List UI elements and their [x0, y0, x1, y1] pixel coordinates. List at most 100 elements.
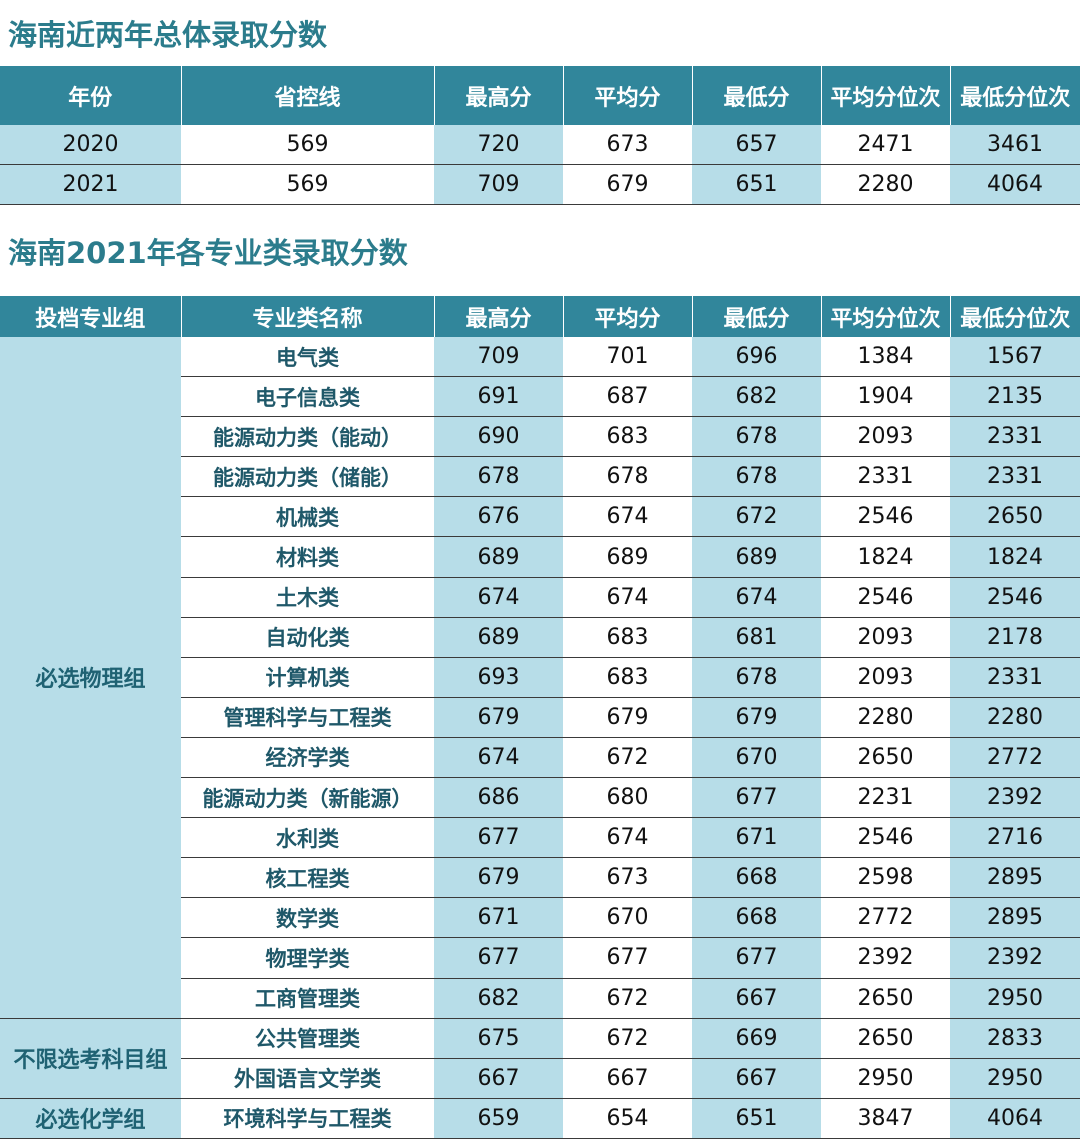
table-cell: 671	[434, 897, 563, 939]
group-name: 必选化学组	[0, 1098, 181, 1139]
table-cell: 675	[434, 1018, 563, 1059]
table-cell: 701	[563, 337, 692, 378]
table-cell: 1824	[821, 536, 950, 578]
table-row: 能源动力类（新能源） 686 680 677 2231 2392	[0, 777, 1080, 819]
table-cell: 670	[692, 737, 821, 779]
table-cell: 2546	[821, 817, 950, 859]
column-header: 省控线	[181, 66, 435, 125]
table-cell: 670	[563, 897, 692, 939]
section-title: 海南近两年总体录取分数	[8, 18, 328, 52]
table-row: 经济学类 674 672 670 2650 2772	[0, 737, 1080, 779]
group-name: 不限选考科目组	[0, 1018, 181, 1099]
table-cell: 678	[692, 416, 821, 458]
table-row: 管理科学与工程类 679 679 679 2280 2280	[0, 697, 1080, 738]
column-header: 最低分位次	[950, 296, 1080, 337]
table-cell: 689	[692, 536, 821, 578]
table-cell: 672	[563, 978, 692, 1019]
table-cell: 1384	[821, 337, 950, 378]
table-cell: 2650	[821, 737, 950, 779]
column-header: 最低分位次	[950, 66, 1080, 125]
table-cell: 678	[563, 456, 692, 498]
table-cell: 2950	[821, 1058, 950, 1099]
table-cell: 679	[692, 697, 821, 738]
table-cell: 2280	[821, 697, 950, 738]
column-header: 最低分	[692, 296, 822, 337]
table-cell: 2546	[821, 496, 950, 538]
table-row: 必选物理组 电气类 709 701 696 1384 1567	[0, 337, 1080, 1019]
major-name: 核工程类	[181, 857, 434, 899]
major-name: 管理科学与工程类	[181, 697, 434, 738]
table-cell: 674	[563, 817, 692, 859]
table-cell: 720	[434, 125, 563, 165]
table-row: 数学类 671 670 668 2772 2895	[0, 897, 1080, 939]
table-row: 2020 569 720 673 657 2471 3461	[0, 125, 1080, 165]
table-cell: 673	[563, 857, 692, 899]
table-cell: 2772	[950, 737, 1080, 779]
major-name: 自动化类	[181, 617, 434, 658]
table-cell: 674	[434, 737, 563, 779]
overall-table: 年份 省控线 最高分 平均分 最低分 平均分位次 最低分位次 2020 569 720 673 657…	[0, 66, 1080, 205]
table-cell: 680	[563, 777, 692, 819]
table-cell: 686	[434, 777, 563, 819]
table-cell: 1567	[950, 337, 1080, 378]
table-cell: 677	[434, 817, 563, 859]
table-cell: 668	[692, 897, 821, 939]
table-row: 电子信息类 691 687 682 1904 2135	[0, 376, 1080, 418]
table-row: 计算机类 693 683 678 2093 2331	[0, 657, 1080, 698]
table-cell: 682	[434, 978, 563, 1019]
group-name: 必选物理组	[0, 337, 181, 1019]
table-cell: 669	[692, 1018, 821, 1059]
column-header: 年份	[0, 66, 182, 125]
table-cell: 2231	[821, 777, 950, 819]
major-name: 土木类	[181, 577, 434, 618]
table-cell: 3847	[821, 1098, 950, 1139]
table-cell: 2950	[950, 978, 1080, 1019]
table-cell: 657	[692, 125, 821, 165]
table-cell: 689	[563, 536, 692, 578]
table-cell: 2546	[950, 577, 1080, 618]
major-name: 工商管理类	[181, 978, 434, 1019]
table-cell: 679	[563, 164, 692, 205]
major-name: 水利类	[181, 817, 434, 859]
table-cell: 2020	[0, 125, 181, 165]
major-name: 数学类	[181, 897, 434, 939]
table-cell: 651	[692, 164, 821, 205]
table-cell: 2546	[821, 577, 950, 618]
major-name: 能源动力类（储能）	[181, 456, 434, 498]
table-row: 物理学类 677 677 677 2392 2392	[0, 937, 1080, 979]
table-cell: 2392	[821, 937, 950, 979]
major-name: 公共管理类	[181, 1018, 434, 1059]
major-name: 外国语言文学类	[181, 1058, 434, 1099]
table-row: 外国语言文学类 667 667 667 2950 2950	[0, 1058, 1080, 1099]
table-cell: 683	[563, 657, 692, 698]
table-cell: 677	[692, 937, 821, 979]
column-header: 最高分	[434, 296, 564, 337]
major-name: 材料类	[181, 536, 434, 578]
table-row: 不限选考科目组 公共管理类 675 672 669 2650 2833	[0, 1018, 1080, 1099]
table-cell: 683	[563, 416, 692, 458]
table-cell: 671	[692, 817, 821, 859]
table-cell: 2598	[821, 857, 950, 899]
column-header: 专业类名称	[181, 296, 435, 337]
major-name: 电子信息类	[181, 376, 434, 418]
table-cell: 689	[434, 536, 563, 578]
major-table: 投档专业组 专业类名称 最高分 平均分 最低分 平均分位次 最低分位次 必选物理组 电气类 709…	[0, 296, 1080, 1139]
table-cell: 709	[434, 164, 563, 205]
table-row: 自动化类 689 683 681 2093 2178	[0, 617, 1080, 658]
table-row: 能源动力类（储能） 678 678 678 2331 2331	[0, 456, 1080, 498]
table-cell: 2331	[821, 456, 950, 498]
table-cell: 569	[181, 125, 434, 165]
table-cell: 679	[434, 697, 563, 738]
table-cell: 677	[692, 777, 821, 819]
table-cell: 2331	[950, 456, 1080, 498]
table-cell: 674	[692, 577, 821, 618]
table-cell: 683	[563, 617, 692, 658]
table-cell: 689	[434, 617, 563, 658]
major-name: 环境科学与工程类	[181, 1098, 434, 1139]
table-cell: 682	[692, 376, 821, 418]
table-cell: 2093	[821, 416, 950, 458]
table-cell: 667	[434, 1058, 563, 1099]
table-cell: 651	[692, 1098, 821, 1139]
table-cell: 681	[692, 617, 821, 658]
table-cell: 2895	[950, 897, 1080, 939]
